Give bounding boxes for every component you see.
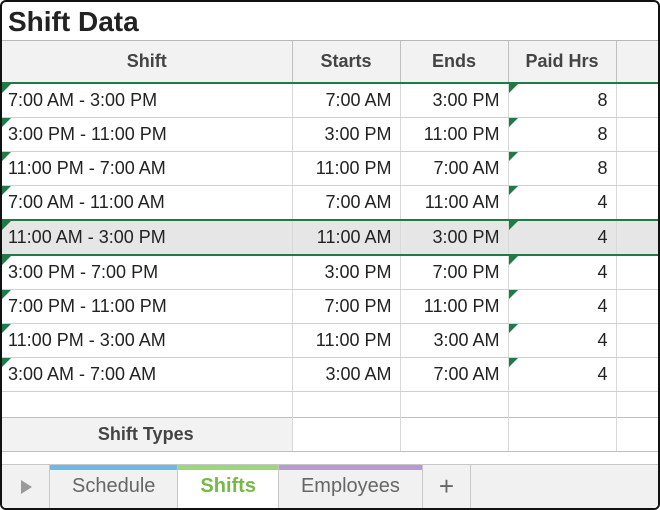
table-row[interactable]: 11:00 AM - 3:00 PM11:00 AM3:00 PM4 [2,220,658,255]
tab-color-stripe [50,465,177,470]
table-header-row: Shift Starts Ends Paid Hrs [2,41,658,83]
cell-extra [616,358,658,392]
cell-paid[interactable]: 4 [508,358,616,392]
tabs-spacer [471,465,658,508]
cell-starts[interactable]: 3:00 PM [292,118,400,152]
cell-shift[interactable]: 7:00 PM - 11:00 PM [2,290,292,324]
sheet-tab-shifts[interactable]: Shifts [178,465,279,508]
empty-header-cell [292,418,400,452]
blank-cell [616,392,658,418]
cell-extra [616,324,658,358]
cell-shift[interactable]: 11:00 PM - 7:00 AM [2,152,292,186]
cell-shift[interactable]: 7:00 AM - 11:00 AM [2,186,292,221]
cell-ends[interactable]: 3:00 AM [400,324,508,358]
cell-paid[interactable]: 4 [508,290,616,324]
tab-label: Shifts [200,475,256,498]
plus-icon: + [439,471,454,502]
cell-ends[interactable]: 7:00 PM [400,255,508,290]
shift-types-header-row: Shift Types [2,418,658,452]
play-icon [19,479,33,495]
table-row[interactable]: 7:00 PM - 11:00 PM7:00 PM11:00 PM4 [2,290,658,324]
cell-shift[interactable]: 11:00 PM - 3:00 AM [2,324,292,358]
cell-starts[interactable]: 11:00 PM [292,324,400,358]
blank-cell [400,392,508,418]
table-row[interactable]: 11:00 PM - 7:00 AM11:00 PM7:00 AM8 [2,152,658,186]
cell-shift[interactable]: 3:00 PM - 11:00 PM [2,118,292,152]
table-row[interactable]: 3:00 PM - 7:00 PM3:00 PM7:00 PM4 [2,255,658,290]
cell-extra [616,255,658,290]
cell-ends[interactable]: 3:00 PM [400,83,508,118]
cell-shift[interactable]: 7:00 AM - 3:00 PM [2,83,292,118]
cell-extra [616,118,658,152]
cell-ends[interactable]: 11:00 AM [400,186,508,221]
cell-starts[interactable]: 11:00 AM [292,220,400,255]
cell-shift[interactable]: 3:00 AM - 7:00 AM [2,358,292,392]
table-row[interactable]: 7:00 AM - 3:00 PM7:00 AM3:00 PM8 [2,83,658,118]
data-grid: Shift Starts Ends Paid Hrs 7:00 AM - 3:0… [2,41,658,464]
blank-row [2,392,658,418]
cell-starts[interactable]: 3:00 PM [292,255,400,290]
shift-types-header[interactable]: Shift Types [2,418,292,452]
tab-label: Employees [301,475,400,498]
cell-paid[interactable]: 4 [508,186,616,221]
empty-header-cell [508,418,616,452]
table-row[interactable]: 3:00 AM - 7:00 AM3:00 AM7:00 AM4 [2,358,658,392]
cell-extra [616,290,658,324]
cell-paid[interactable]: 8 [508,83,616,118]
cell-starts[interactable]: 3:00 AM [292,358,400,392]
cell-extra [616,186,658,221]
empty-header-cell [616,418,658,452]
tab-label: Schedule [72,475,155,498]
col-header-paid[interactable]: Paid Hrs [508,41,616,83]
shift-table: Shift Starts Ends Paid Hrs 7:00 AM - 3:0… [2,41,658,452]
cell-ends[interactable]: 11:00 PM [400,118,508,152]
cell-paid[interactable]: 8 [508,152,616,186]
cell-ends[interactable]: 11:00 PM [400,290,508,324]
cell-paid[interactable]: 4 [508,220,616,255]
col-header-extra [616,41,658,83]
table-row[interactable]: 7:00 AM - 11:00 AM7:00 AM11:00 AM4 [2,186,658,221]
cell-paid[interactable]: 4 [508,255,616,290]
add-sheet-button[interactable]: + [423,465,471,508]
sheet-tab-employees[interactable]: Employees [279,465,423,508]
tab-color-stripe [279,465,422,470]
cell-extra [616,220,658,255]
cell-shift[interactable]: 3:00 PM - 7:00 PM [2,255,292,290]
blank-cell [508,392,616,418]
empty-header-cell [400,418,508,452]
col-header-ends[interactable]: Ends [400,41,508,83]
cell-starts[interactable]: 7:00 AM [292,83,400,118]
table-row[interactable]: 11:00 PM - 3:00 AM11:00 PM3:00 AM4 [2,324,658,358]
tab-nav-button[interactable] [2,465,50,508]
blank-cell [2,392,292,418]
cell-shift[interactable]: 11:00 AM - 3:00 PM [2,220,292,255]
col-header-shift[interactable]: Shift [2,41,292,83]
cell-ends[interactable]: 3:00 PM [400,220,508,255]
cell-extra [616,152,658,186]
cell-starts[interactable]: 11:00 PM [292,152,400,186]
page-title: Shift Data [2,2,658,41]
cell-ends[interactable]: 7:00 AM [400,358,508,392]
sheet-tab-schedule[interactable]: Schedule [50,465,178,508]
col-header-starts[interactable]: Starts [292,41,400,83]
sheet-tabs-bar: Schedule Shifts Employees + [2,464,658,508]
cell-starts[interactable]: 7:00 AM [292,186,400,221]
tab-color-stripe [178,465,278,470]
cell-extra [616,83,658,118]
cell-ends[interactable]: 7:00 AM [400,152,508,186]
blank-cell [292,392,400,418]
cell-paid[interactable]: 8 [508,118,616,152]
spreadsheet-window: Shift Data Shift Starts Ends Paid Hrs 7:… [0,0,660,510]
cell-paid[interactable]: 4 [508,324,616,358]
table-row[interactable]: 3:00 PM - 11:00 PM3:00 PM11:00 PM8 [2,118,658,152]
cell-starts[interactable]: 7:00 PM [292,290,400,324]
